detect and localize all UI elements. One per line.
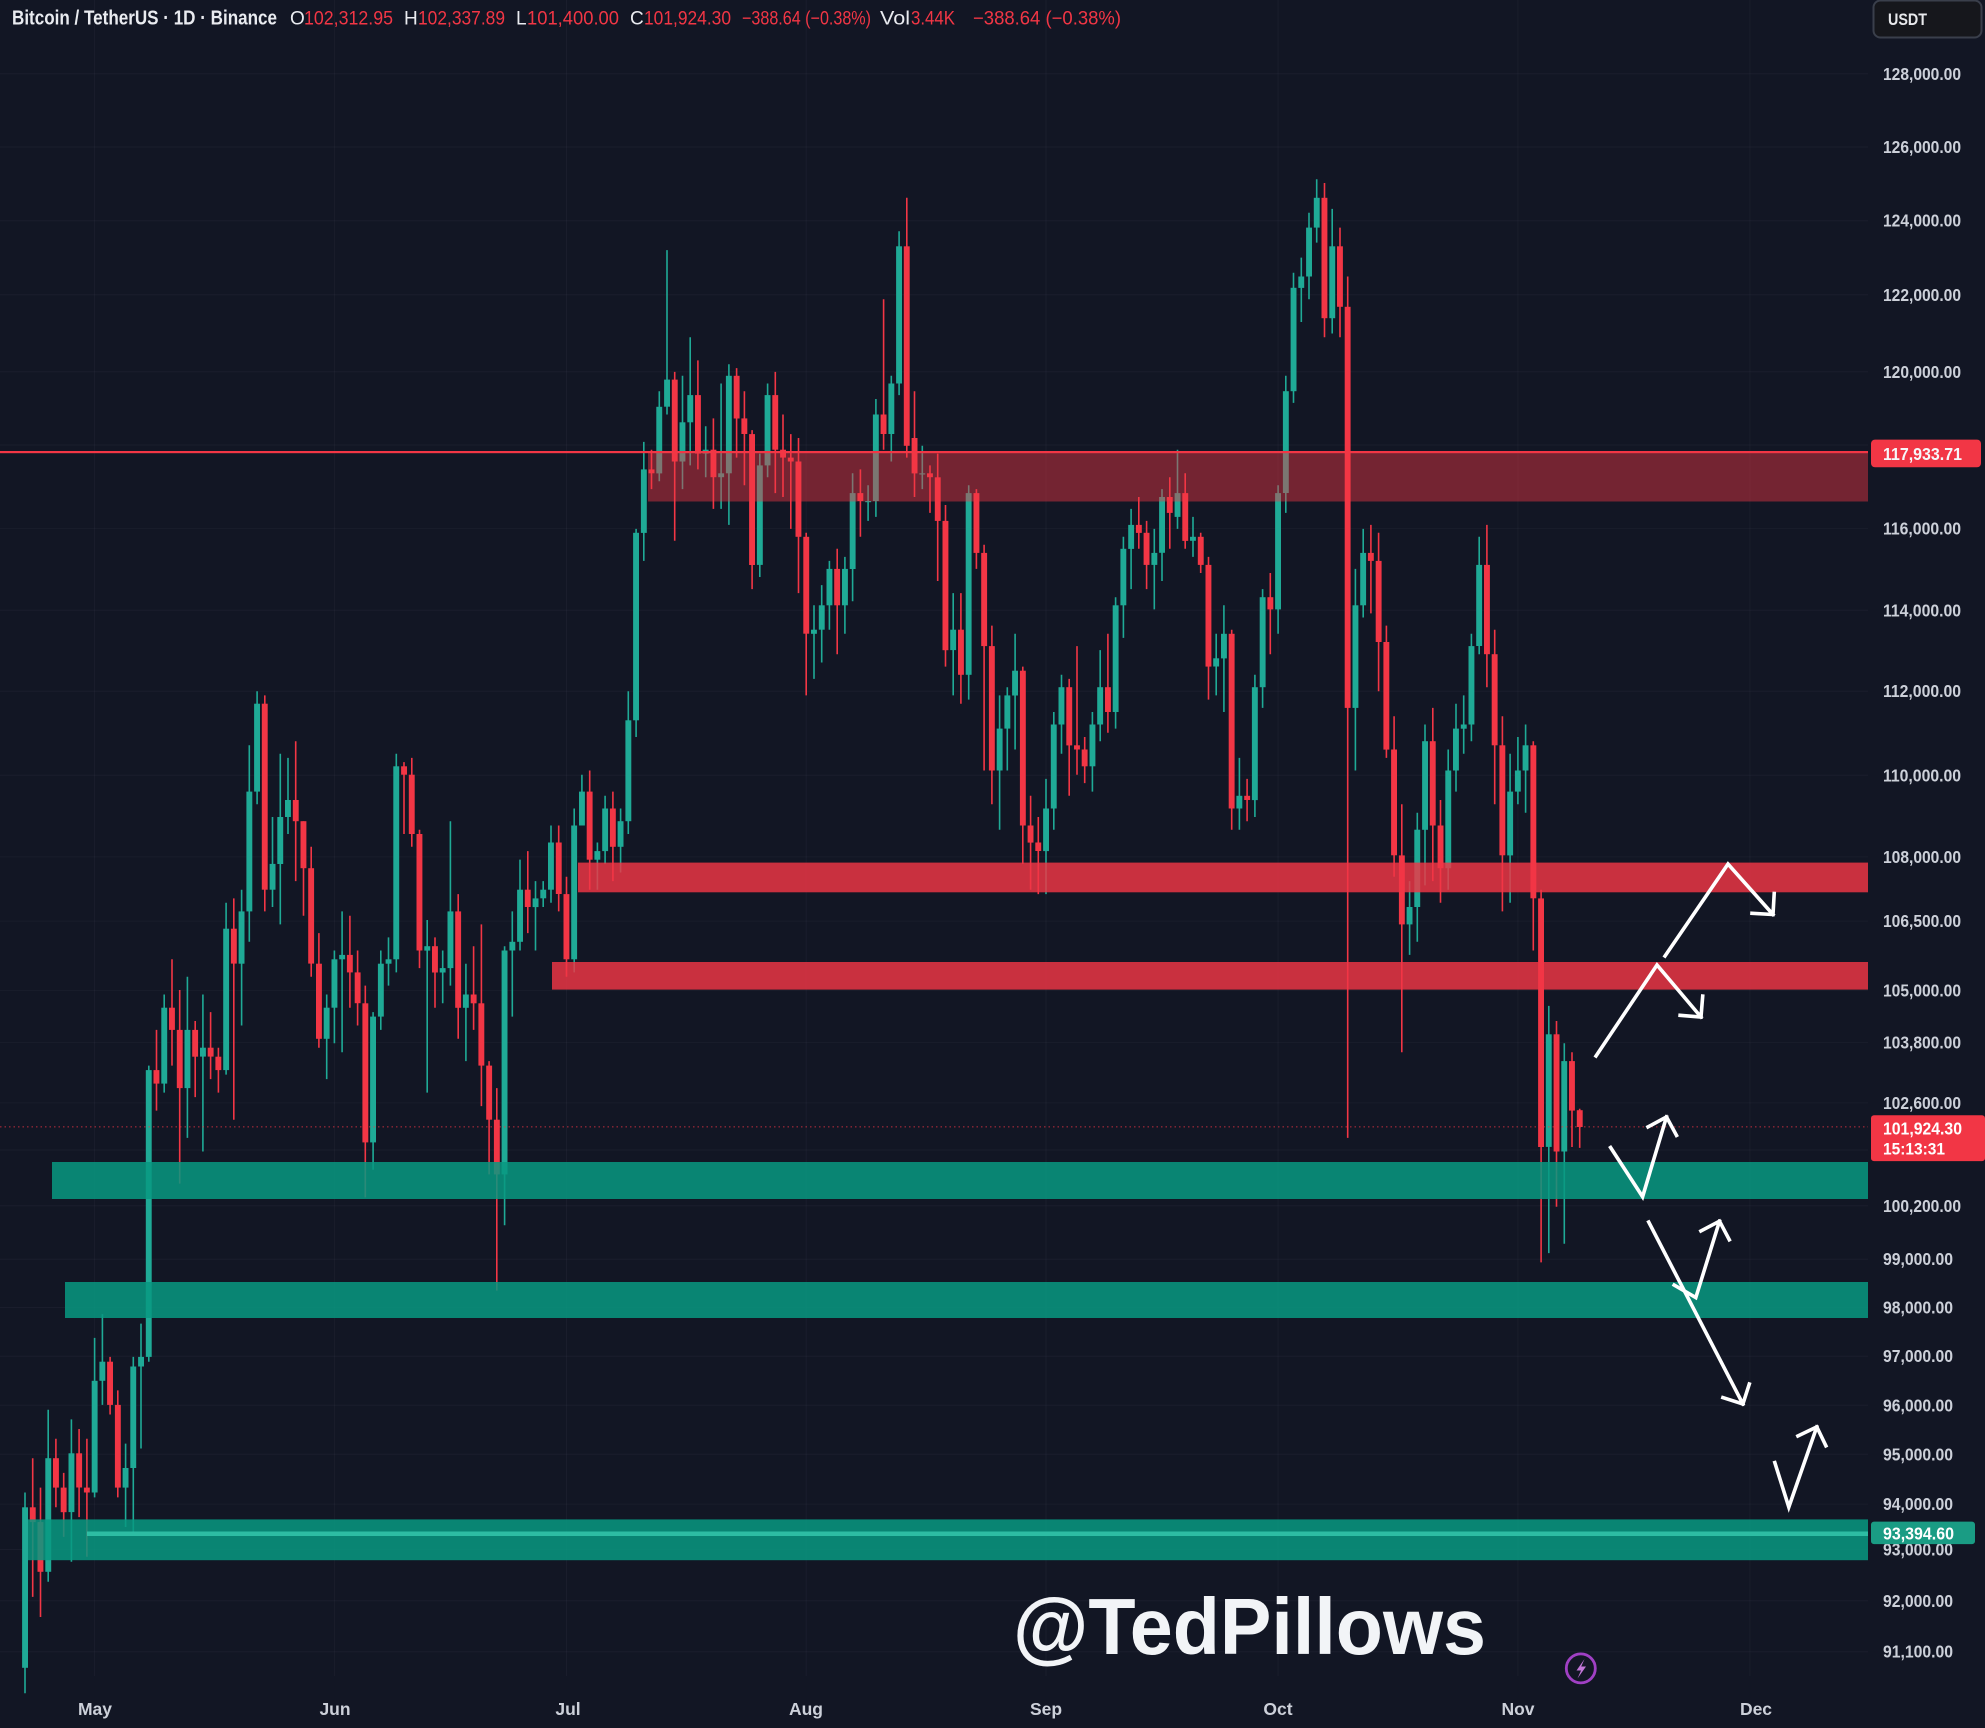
svg-text:114,000.00: 114,000.00 — [1883, 600, 1961, 620]
svg-text:112,000.00: 112,000.00 — [1883, 681, 1961, 701]
svg-text:100,200.00: 100,200.00 — [1883, 1196, 1961, 1216]
svg-text:98,000.00: 98,000.00 — [1883, 1298, 1953, 1318]
svg-text:94,000.00: 94,000.00 — [1883, 1494, 1953, 1514]
svg-text:106,500.00: 106,500.00 — [1883, 911, 1961, 931]
svg-text:C: C — [630, 9, 644, 30]
svg-text:99,000.00: 99,000.00 — [1883, 1249, 1953, 1269]
svg-text:−388.64 (−0.38%): −388.64 (−0.38%) — [742, 9, 871, 30]
svg-text:124,000.00: 124,000.00 — [1883, 211, 1961, 231]
svg-text:101,400.00: 101,400.00 — [527, 9, 619, 30]
svg-text:Bitcoin / TetherUS · 1D · Bina: Bitcoin / TetherUS · 1D · Binance — [12, 8, 277, 30]
svg-text:91,100.00: 91,100.00 — [1883, 1642, 1953, 1662]
svg-text:93,394.60: 93,394.60 — [1883, 1524, 1954, 1544]
svg-text:96,000.00: 96,000.00 — [1883, 1395, 1953, 1415]
svg-text:15:13:31: 15:13:31 — [1883, 1140, 1945, 1159]
svg-text:116,000.00: 116,000.00 — [1883, 518, 1961, 538]
svg-text:−388.64 (−0.38%): −388.64 (−0.38%) — [973, 9, 1121, 30]
svg-text:Oct: Oct — [1263, 1699, 1292, 1719]
svg-text:102,312.95: 102,312.95 — [304, 9, 393, 30]
svg-text:97,000.00: 97,000.00 — [1883, 1346, 1953, 1366]
svg-text:108,000.00: 108,000.00 — [1883, 847, 1961, 867]
svg-text:Sep: Sep — [1030, 1699, 1062, 1719]
svg-text:122,000.00: 122,000.00 — [1883, 285, 1961, 305]
svg-text:Dec: Dec — [1740, 1699, 1772, 1719]
svg-text:3.44K: 3.44K — [911, 9, 955, 30]
svg-text:101,924.30: 101,924.30 — [1883, 1119, 1962, 1139]
svg-text:126,000.00: 126,000.00 — [1883, 137, 1961, 157]
svg-text:Jul: Jul — [555, 1699, 580, 1719]
svg-text:Nov: Nov — [1501, 1699, 1534, 1719]
svg-text:L: L — [516, 9, 527, 30]
svg-text:@TedPillows: @TedPillows — [1013, 1582, 1486, 1671]
svg-text:101,924.30: 101,924.30 — [644, 9, 731, 30]
svg-text:128,000.00: 128,000.00 — [1883, 64, 1961, 84]
svg-text:102,337.89: 102,337.89 — [418, 9, 505, 30]
svg-text:Vol: Vol — [880, 9, 910, 30]
svg-text:120,000.00: 120,000.00 — [1883, 362, 1961, 382]
svg-text:103,800.00: 103,800.00 — [1883, 1033, 1961, 1053]
svg-text:May: May — [78, 1699, 112, 1719]
svg-text:117,933.71: 117,933.71 — [1883, 444, 1962, 464]
svg-text:102,600.00: 102,600.00 — [1883, 1093, 1961, 1113]
svg-text:O: O — [290, 9, 305, 30]
svg-text:95,000.00: 95,000.00 — [1883, 1444, 1953, 1464]
svg-text:H: H — [404, 9, 418, 30]
svg-text:USDT: USDT — [1888, 11, 1927, 29]
svg-text:110,000.00: 110,000.00 — [1883, 765, 1961, 785]
svg-text:92,000.00: 92,000.00 — [1883, 1591, 1953, 1611]
svg-text:93,000.00: 93,000.00 — [1883, 1540, 1953, 1560]
svg-text:Jun: Jun — [319, 1699, 350, 1719]
svg-text:105,000.00: 105,000.00 — [1883, 980, 1961, 1000]
svg-text:Aug: Aug — [789, 1699, 823, 1719]
